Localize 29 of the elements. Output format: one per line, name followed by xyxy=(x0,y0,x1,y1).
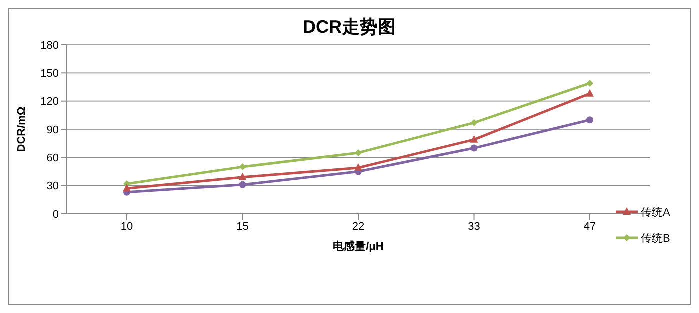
point xyxy=(470,119,478,126)
x-tick-label: 33 xyxy=(468,220,480,233)
x-tick-label: 10 xyxy=(120,220,134,233)
y-tick-label: 120 xyxy=(40,96,59,108)
point xyxy=(355,149,362,156)
point xyxy=(239,181,246,188)
x-tick-label: 15 xyxy=(236,220,249,233)
point xyxy=(586,116,594,124)
x-axis-title: 电感量/μH xyxy=(333,240,384,253)
point xyxy=(586,89,594,97)
point xyxy=(470,144,478,152)
y-tick-label: 30 xyxy=(46,180,59,193)
y-tick-label: 0 xyxy=(52,208,59,221)
point xyxy=(123,184,131,192)
point xyxy=(470,135,478,143)
x-tick-label: 22 xyxy=(352,220,365,233)
point xyxy=(238,172,247,180)
y-tick-label: 150 xyxy=(40,68,59,80)
point xyxy=(354,163,362,171)
y-axis-title: DCR/mΩ xyxy=(16,106,28,152)
y-tick-label: 60 xyxy=(46,152,59,165)
y-tick-label: 180 xyxy=(40,40,59,52)
point xyxy=(239,164,246,171)
y-tick-label: 90 xyxy=(46,124,59,136)
point xyxy=(586,80,594,87)
legend-label: 传统B xyxy=(641,232,670,246)
legend-label: 传统A xyxy=(641,206,670,220)
x-tick-label: 47 xyxy=(584,220,596,233)
chart-title: DCR走势图 xyxy=(302,16,397,39)
